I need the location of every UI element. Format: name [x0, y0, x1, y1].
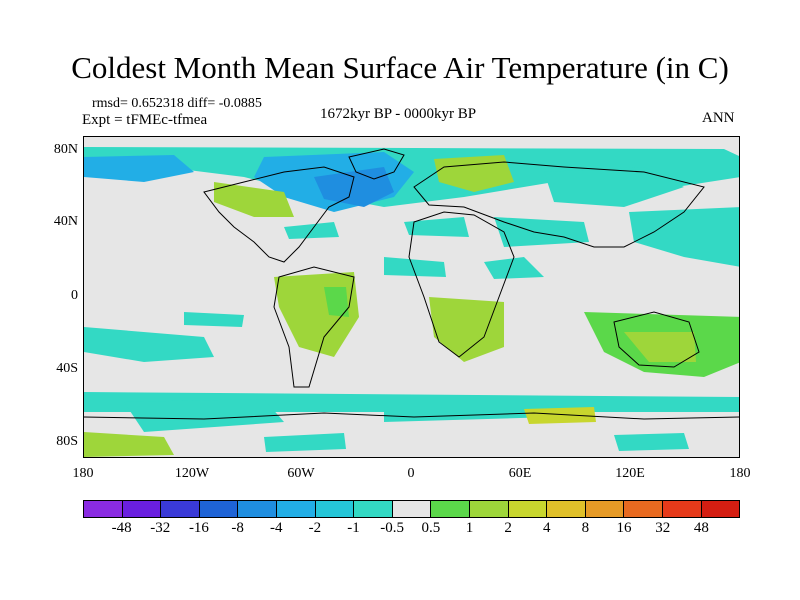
- colorbar-swatch: [199, 501, 239, 517]
- colorbar-swatch: [431, 501, 470, 517]
- lon-label-120w: 120W: [174, 466, 210, 481]
- temperature-anomaly-map: [84, 147, 739, 457]
- lat-label-40s: 40S: [56, 361, 78, 376]
- period-text: 1672kyr BP - 0000kyr BP: [320, 106, 477, 122]
- experiment-text: Expt = tFMEc-tfmea: [82, 112, 208, 128]
- colorbar-swatch: [315, 501, 355, 517]
- lon-label-180e: 180: [729, 466, 751, 481]
- colorbar-swatch: [161, 501, 200, 517]
- colorbar-label: -8: [231, 520, 244, 536]
- season-text: ANN: [702, 110, 735, 126]
- lat-label-80s: 80S: [56, 434, 78, 449]
- colorbar-label: 8: [581, 520, 590, 536]
- map-title: Coldest Month Mean Surface Air Temperatu…: [71, 50, 729, 85]
- colorbar-swatch: [354, 501, 393, 517]
- lat-label-0: 0: [71, 288, 78, 303]
- colorbar-swatch: [276, 501, 316, 517]
- colorbar-label: -2: [308, 520, 322, 536]
- colorbar-label: 48: [693, 520, 709, 536]
- colorbar-label: -1: [347, 520, 360, 536]
- north-america-coast: [203, 166, 355, 263]
- colorbar-swatch: [238, 501, 277, 517]
- coastlines: [84, 148, 739, 420]
- colorbar-label: 4: [543, 520, 551, 536]
- colorbar-label: 32: [655, 520, 671, 536]
- colorbar-swatch: [585, 501, 625, 517]
- colorbar-swatch: [84, 501, 123, 517]
- lon-label-120e: 120E: [615, 466, 645, 481]
- lon-label-60w: 60W: [287, 466, 315, 481]
- colorbar-swatch: [624, 501, 663, 517]
- south-america-coast: [273, 266, 355, 388]
- anomaly-fills: [84, 147, 739, 457]
- colorbar-label: -0.5: [380, 520, 405, 536]
- stats-text: rmsd= 0.652318 diff= -0.0885: [92, 96, 262, 111]
- lon-label-180w: 180: [72, 466, 94, 481]
- colorbar-label: 0.5: [421, 520, 441, 536]
- colorbar: [83, 500, 740, 518]
- map-panel: [83, 136, 740, 458]
- colorbar-label: 16: [616, 520, 632, 536]
- colorbar-label: -48: [111, 520, 132, 536]
- colorbar-label: -32: [150, 520, 171, 536]
- greenland-coast: [348, 148, 405, 180]
- colorbar-label: -16: [188, 520, 209, 536]
- africa-coast: [408, 211, 515, 358]
- eurasia-coast: [413, 161, 705, 248]
- lon-label-0: 0: [407, 466, 415, 481]
- colorbar-swatch: [547, 501, 586, 517]
- colorbar-swatch: [662, 501, 702, 517]
- colorbar-swatch: [701, 501, 740, 517]
- lat-label-80n: 80N: [53, 142, 78, 157]
- lat-label-40n: 40N: [53, 214, 78, 229]
- colorbar-label: 2: [504, 520, 512, 536]
- colorbar-swatch: [469, 501, 509, 517]
- colorbar-label: -4: [269, 520, 283, 536]
- australia-coast: [613, 311, 700, 368]
- colorbar-swatch: [508, 501, 548, 517]
- colorbar-swatch: [122, 501, 162, 517]
- lon-label-60e: 60E: [508, 466, 532, 481]
- antarctica-coast: [84, 412, 739, 420]
- colorbar-swatch: [392, 501, 432, 517]
- colorbar-label: 1: [465, 520, 474, 536]
